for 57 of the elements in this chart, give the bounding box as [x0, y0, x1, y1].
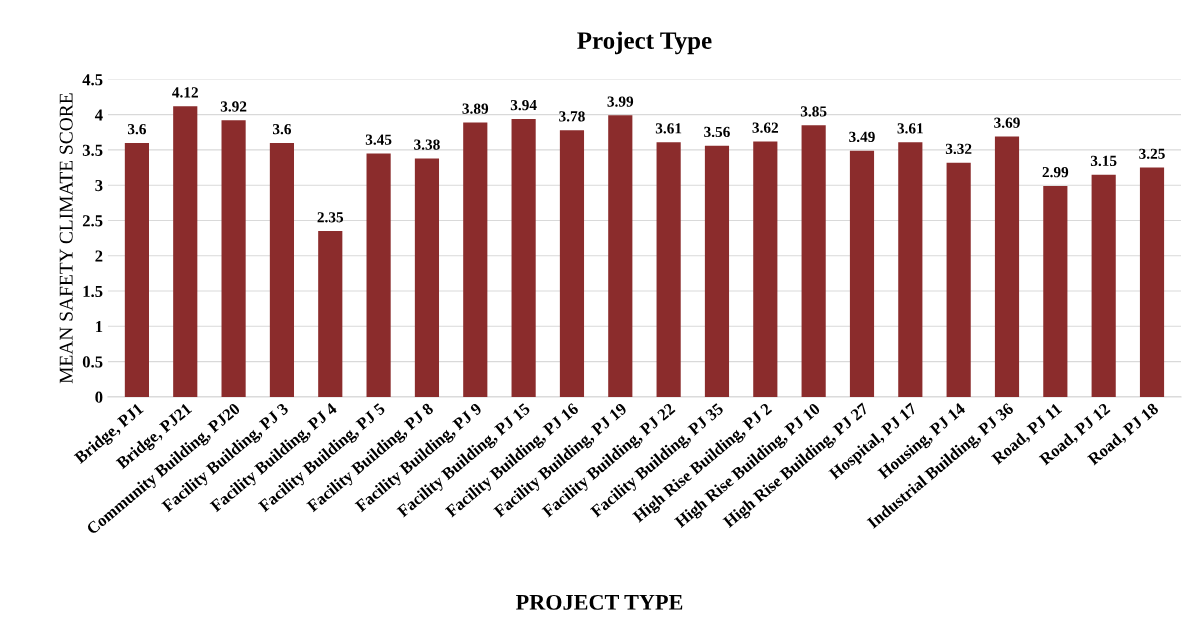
bar	[656, 142, 681, 397]
data-label: 3.92	[220, 101, 247, 112]
y-tick-label: 4	[94, 109, 103, 121]
data-label: 4.12	[172, 87, 198, 98]
bar	[898, 142, 923, 397]
data-label: 3.38	[414, 139, 440, 150]
data-label: 3.25	[1139, 148, 1165, 159]
bar	[269, 142, 295, 397]
y-tick-label: 1	[96, 321, 103, 333]
y-tick-label: 2.5	[82, 215, 103, 227]
bar	[318, 231, 343, 397]
y-tick-label: 0	[95, 391, 103, 403]
bar	[1043, 185, 1068, 397]
bar	[414, 158, 440, 397]
bar	[849, 150, 875, 397]
data-label: 3.45	[365, 134, 392, 145]
data-label: 3.56	[704, 126, 730, 138]
y-tick-label: 0.5	[82, 356, 103, 368]
data-label: 3.69	[994, 117, 1020, 128]
data-label: 3.32	[945, 143, 972, 155]
bar	[559, 130, 585, 397]
x-axis-title: PROJECT TYPE	[516, 594, 683, 610]
y-tick-label: 2	[95, 250, 103, 262]
y-tick-label: 3	[95, 179, 103, 192]
y-tick-label: 4.5	[82, 74, 103, 86]
data-label: 3.85	[800, 106, 827, 117]
y-tick-label: 1.5	[83, 285, 103, 298]
bar	[1139, 167, 1165, 397]
data-label: 3.61	[655, 123, 682, 134]
data-label: 3.78	[559, 111, 585, 122]
bar	[221, 120, 246, 397]
bar	[463, 122, 488, 397]
y-axis-title: MEAN SAFETY CLIMATE SCORE	[59, 93, 73, 384]
data-label: 2.99	[1042, 166, 1069, 178]
bar	[801, 125, 826, 397]
bar	[511, 118, 536, 397]
data-label: 3.99	[607, 96, 634, 107]
data-label: 3.49	[849, 131, 875, 143]
data-label: 3.61	[897, 123, 923, 134]
bar	[704, 145, 730, 397]
data-label: 3.89	[462, 103, 489, 114]
data-label: 3.94	[510, 99, 537, 111]
bar	[994, 136, 1020, 397]
y-tick-label: 3.5	[82, 144, 103, 156]
bar	[608, 115, 633, 397]
bar	[946, 162, 971, 397]
data-label: 2.35	[317, 212, 344, 223]
chart-title: Project Type	[577, 31, 712, 55]
bar	[753, 141, 778, 397]
data-label: 3.62	[752, 122, 779, 133]
data-label: 3.6	[127, 123, 147, 135]
bar	[1091, 174, 1116, 397]
data-label: 3.15	[1090, 155, 1117, 167]
bar	[366, 153, 391, 397]
bar	[124, 142, 149, 397]
bar	[173, 106, 198, 397]
data-label: 3.6	[272, 123, 292, 135]
